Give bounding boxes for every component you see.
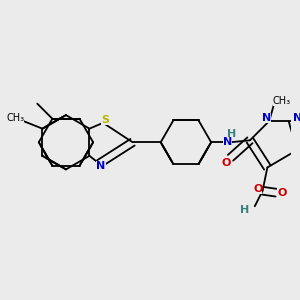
Text: H: H: [241, 205, 250, 215]
Text: CH₃: CH₃: [6, 113, 24, 123]
Text: N: N: [223, 137, 232, 147]
Text: S: S: [101, 115, 109, 125]
Text: O: O: [277, 188, 286, 198]
Text: N: N: [293, 113, 300, 123]
Text: O: O: [221, 158, 230, 168]
Text: H: H: [227, 130, 236, 140]
Text: N: N: [262, 113, 271, 123]
Text: CH₃: CH₃: [273, 95, 291, 106]
Text: O: O: [253, 184, 262, 194]
Text: N: N: [97, 161, 106, 172]
